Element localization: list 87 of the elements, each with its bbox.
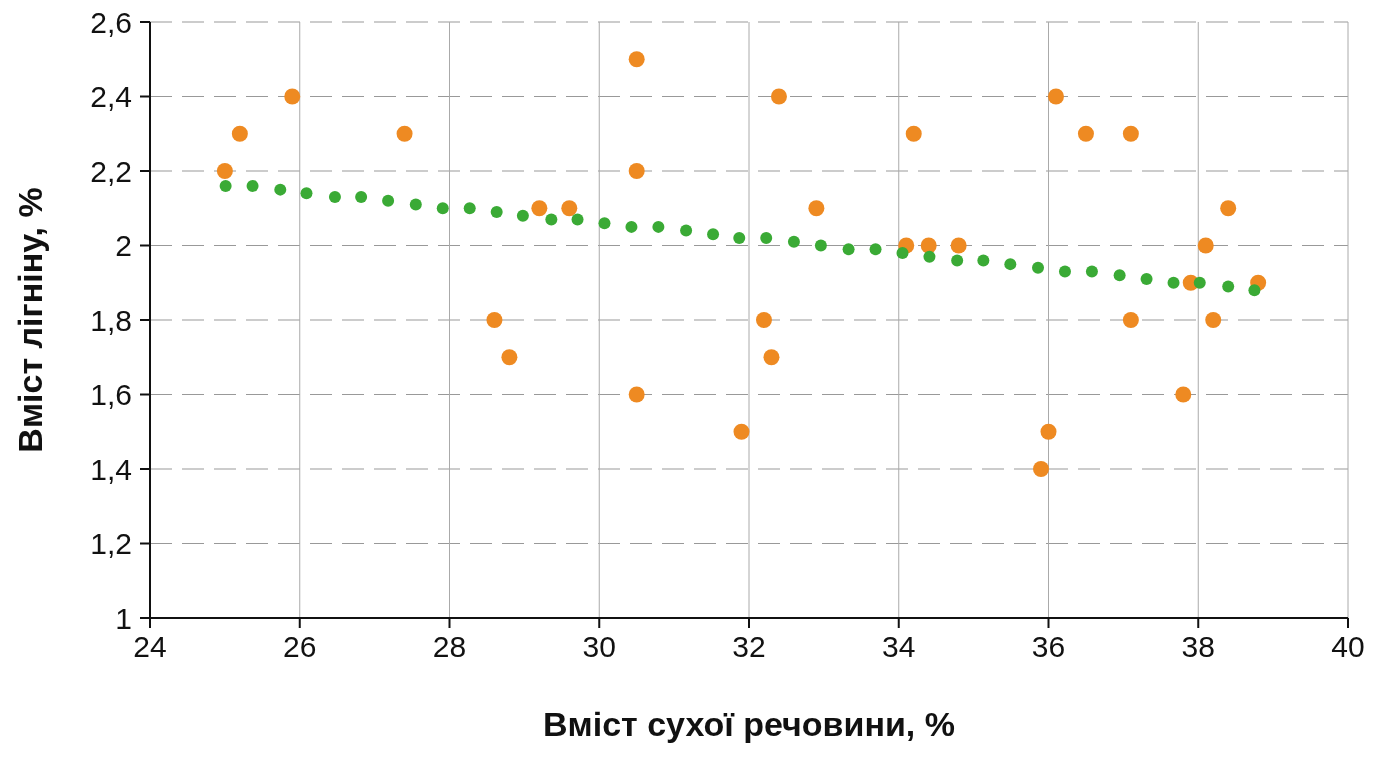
point [755, 312, 772, 328]
y-tick-label: 1 [115, 601, 132, 635]
x-tick-label: 30 [582, 630, 616, 664]
point [1122, 312, 1139, 328]
point [246, 179, 259, 192]
point [436, 202, 449, 215]
point [598, 217, 611, 230]
x-tick-label: 26 [283, 630, 317, 664]
x-tick-label: 32 [732, 630, 766, 664]
point [1222, 280, 1235, 293]
point [760, 232, 773, 245]
y-tick-label: 1,6 [90, 378, 132, 412]
point [707, 228, 720, 241]
point [216, 163, 233, 179]
point [1197, 237, 1214, 254]
point [1175, 386, 1192, 403]
y-tick-label: 2,6 [90, 5, 132, 39]
point [808, 200, 825, 217]
y-tick-label: 1,4 [90, 452, 132, 486]
point [501, 349, 518, 366]
point [625, 220, 638, 233]
point [1033, 461, 1050, 477]
x-tick-label: 40 [1331, 630, 1365, 664]
point [680, 224, 693, 237]
point [1248, 284, 1261, 297]
point [486, 312, 503, 328]
point [1077, 125, 1094, 142]
point [219, 179, 232, 192]
point [923, 250, 936, 263]
point [763, 349, 780, 366]
y-tick-label: 2,2 [90, 154, 132, 188]
y-tick-label: 2 [115, 229, 132, 263]
point [1167, 276, 1180, 289]
point [951, 254, 964, 267]
point [1047, 88, 1064, 105]
point [1040, 423, 1057, 440]
point [652, 220, 665, 233]
y-axis-title: Вміст лігніну, % [11, 187, 50, 453]
x-tick-label: 28 [432, 630, 467, 664]
point [733, 232, 746, 245]
y-tick-label: 1,2 [90, 527, 132, 561]
point [300, 187, 313, 200]
point [1004, 258, 1017, 271]
point [355, 191, 368, 204]
y-tick-label: 1,8 [90, 303, 132, 337]
point [490, 205, 503, 218]
point [516, 209, 529, 222]
x-tick-label: 36 [1031, 630, 1066, 664]
point [1113, 269, 1126, 282]
x-axis-title: Вміст сухої речовини, % [543, 705, 955, 743]
point [628, 163, 645, 179]
x-tick-label: 24 [133, 630, 167, 664]
point [814, 239, 827, 252]
point [1085, 265, 1098, 278]
point [1122, 125, 1139, 142]
point [531, 200, 548, 217]
point [328, 191, 341, 204]
point [284, 88, 301, 105]
x-tick-label: 34 [882, 630, 916, 664]
point [1140, 273, 1153, 286]
point [409, 198, 422, 211]
point [274, 183, 287, 196]
point [733, 423, 750, 440]
point [787, 235, 800, 248]
point [869, 243, 882, 256]
point [571, 213, 584, 226]
point [628, 386, 645, 403]
point [561, 200, 578, 217]
point [1032, 261, 1045, 274]
x-tick-label: 38 [1181, 630, 1215, 664]
point [231, 125, 248, 142]
point [1058, 265, 1071, 278]
point [770, 88, 787, 105]
point [842, 243, 855, 256]
point [896, 246, 909, 259]
point [545, 213, 558, 226]
point [382, 194, 395, 207]
point [1220, 200, 1237, 217]
point [905, 125, 922, 142]
point [1205, 312, 1222, 328]
point [950, 237, 967, 254]
point [1193, 276, 1206, 289]
point [396, 125, 413, 142]
point [463, 202, 476, 215]
point [628, 51, 645, 68]
point [977, 254, 990, 267]
y-tick-label: 2,4 [90, 80, 132, 114]
